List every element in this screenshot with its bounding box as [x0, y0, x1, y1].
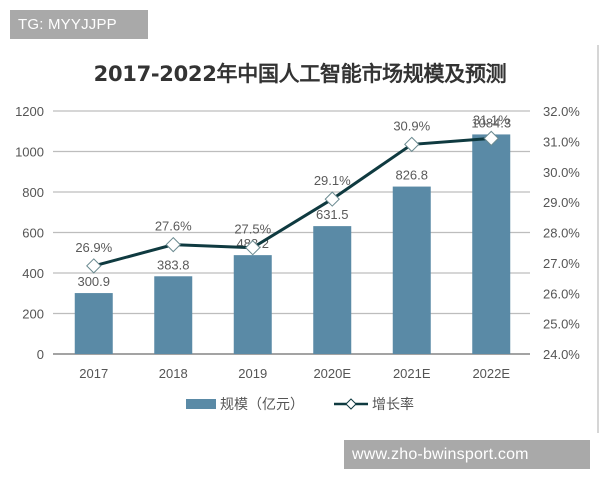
growth-value-label: 31.1% — [473, 112, 510, 127]
x-axis-tick: 2022E — [472, 366, 510, 381]
x-axis-tick: 2017 — [79, 366, 108, 381]
growth-marker — [86, 258, 102, 274]
growth-value-label: 27.6% — [155, 219, 192, 234]
bar-2021E — [392, 186, 431, 354]
legend-label-growth: 增长率 — [372, 397, 414, 413]
bar-value-label: 631.5 — [316, 207, 349, 222]
left-axis-tick: 400 — [22, 266, 44, 281]
x-axis-tick: 2019 — [238, 366, 267, 381]
growth-marker — [324, 191, 340, 207]
watermark-top: TG: MYYJJPP — [10, 10, 148, 39]
growth-value-label: 29.1% — [314, 173, 351, 188]
right-axis-tick: 24.0% — [543, 347, 580, 362]
left-axis-tick: 0 — [37, 347, 44, 362]
bar-value-label: 300.9 — [77, 274, 110, 289]
left-axis-tick: 600 — [22, 226, 44, 241]
growth-value-label: 30.9% — [393, 118, 430, 133]
right-axis-tick: 28.0% — [543, 226, 580, 241]
growth-marker — [483, 130, 499, 147]
bar-2020E — [313, 226, 352, 354]
bar-value-label: 383.8 — [157, 257, 190, 272]
right-axis-tick: 32.0% — [543, 104, 580, 119]
growth-value-label: 26.9% — [75, 240, 112, 255]
bar-2017 — [74, 293, 113, 354]
left-axis-tick: 1200 — [15, 104, 44, 119]
bar-2019 — [233, 255, 272, 354]
growth-marker — [404, 136, 420, 153]
right-axis-tick: 31.0% — [543, 134, 580, 149]
left-axis-tick: 1000 — [15, 145, 44, 160]
watermark-bottom: www.zho-bwinsport.com — [344, 440, 590, 469]
right-axis-tick: 26.0% — [543, 286, 580, 301]
growth-marker — [165, 236, 181, 253]
bar-value-label: 1084.3 — [471, 115, 511, 130]
bar-2022E — [472, 134, 511, 354]
frame-border — [597, 45, 599, 433]
x-axis-tick: 2021E — [393, 366, 431, 381]
bar-2018 — [154, 276, 193, 354]
growth-marker — [245, 239, 261, 256]
left-axis-tick: 200 — [22, 307, 44, 322]
growth-value-label: 27.5% — [234, 222, 271, 237]
legend-item-growth: 增长率 — [334, 394, 414, 414]
chart-title: 2017-2022年中国人工智能市场规模及预测 — [93, 62, 507, 86]
bar-value-label: 826.8 — [395, 168, 428, 183]
legend-item-scale: 规模（亿元） — [186, 394, 304, 414]
right-axis-tick: 30.0% — [543, 165, 580, 180]
chart-legend: 规模（亿元） 增长率 — [0, 394, 600, 414]
x-axis-tick: 2018 — [159, 366, 188, 381]
left-axis-tick: 800 — [22, 185, 44, 200]
legend-label-scale: 规模（亿元） — [220, 397, 304, 413]
bar-swatch-icon — [186, 399, 216, 409]
right-axis-tick: 25.0% — [543, 317, 580, 332]
x-axis-tick: 2020E — [313, 366, 351, 381]
line-marker-icon — [334, 398, 368, 410]
growth-line — [93, 136, 492, 268]
right-axis-tick: 27.0% — [543, 256, 580, 271]
right-axis-tick: 29.0% — [543, 195, 580, 210]
